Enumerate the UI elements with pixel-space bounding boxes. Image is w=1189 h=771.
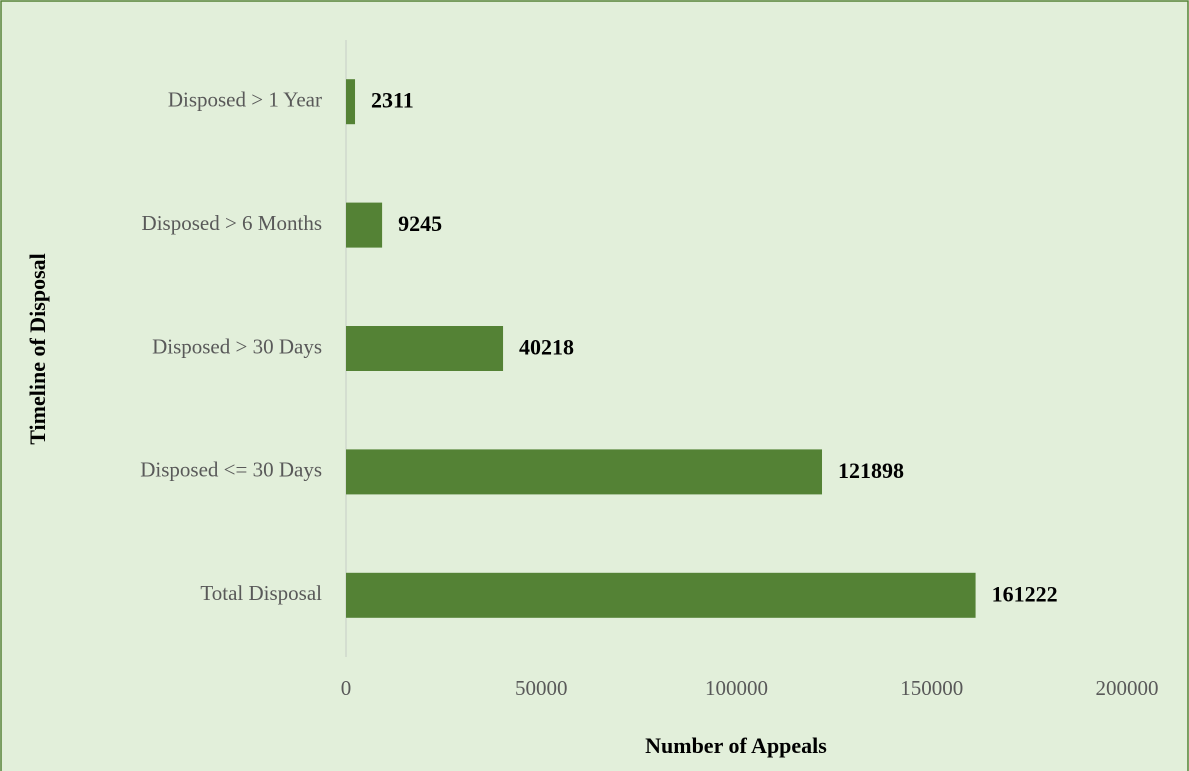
data-label: 2311	[371, 88, 414, 113]
data-label: 9245	[398, 211, 442, 236]
y-tick-label: Disposed > 1 Year	[168, 88, 322, 112]
x-tick-label: 200000	[1096, 676, 1159, 700]
bar	[346, 449, 823, 495]
data-label: 121898	[838, 458, 904, 483]
y-tick-label: Disposed <= 30 Days	[140, 458, 322, 482]
y-tick-label: Disposed > 6 Months	[142, 211, 322, 235]
bar	[346, 79, 356, 125]
data-label: 161222	[992, 581, 1058, 606]
x-tick-label: 150000	[900, 676, 963, 700]
y-tick-label: Total Disposal	[200, 581, 322, 605]
y-axis-title: Timeline of Disposal	[25, 253, 50, 445]
y-tick-label: Disposed > 30 Days	[152, 334, 322, 358]
bar	[346, 202, 383, 248]
x-axis-title: Number of Appeals	[645, 733, 827, 758]
bar	[346, 572, 976, 618]
bar	[346, 326, 504, 371]
x-tick-label: 0	[341, 676, 352, 700]
x-tick-label: 100000	[705, 676, 768, 700]
x-tick-label: 50000	[515, 676, 568, 700]
data-label: 40218	[519, 335, 574, 360]
